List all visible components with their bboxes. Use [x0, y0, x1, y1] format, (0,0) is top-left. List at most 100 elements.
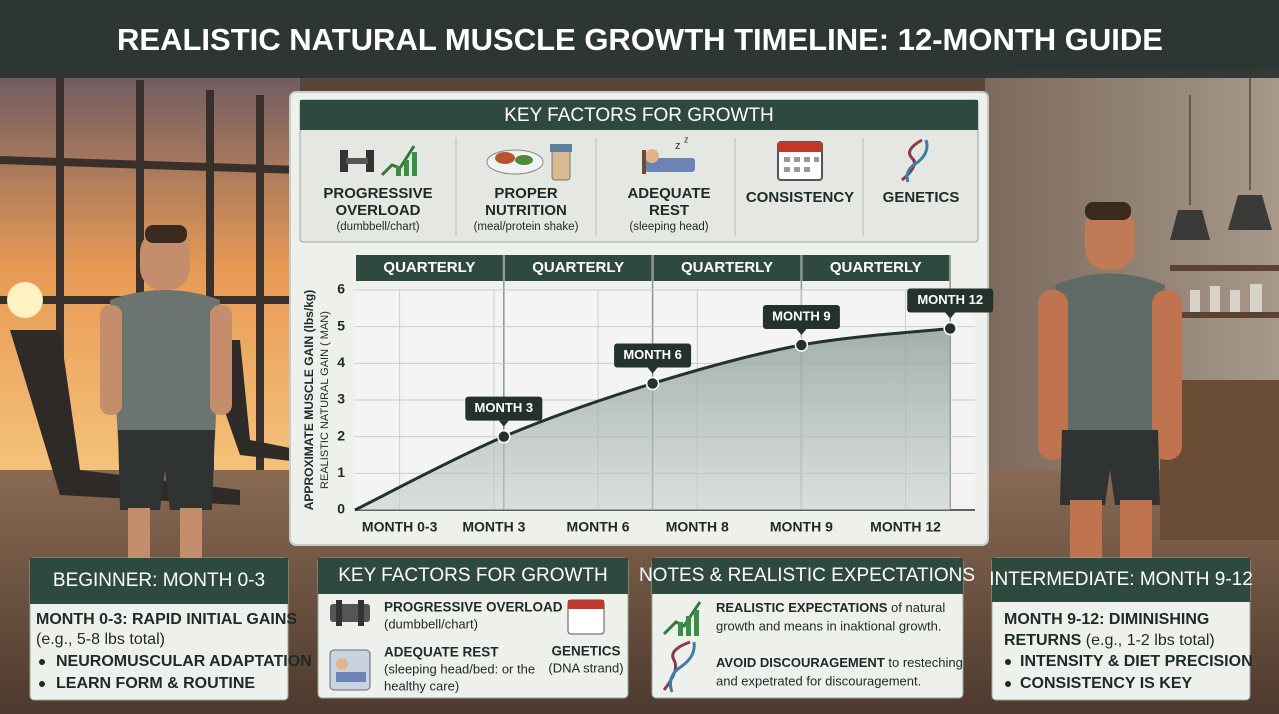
- y-axis-label: APPROXIMATE MUSCLE GAIN (lbs/kg): [302, 290, 316, 510]
- factor-note: (sleeping head/bed: or the: [384, 661, 535, 676]
- y-tick-label: 2: [337, 427, 345, 443]
- panel-beginner: [29, 557, 289, 701]
- annotation-pointer: [647, 367, 658, 374]
- point: [943, 321, 957, 336]
- panel-detail: (e.g., 5-8 lbs total): [36, 631, 165, 648]
- factor-name: ADEQUATE REST: [384, 645, 499, 660]
- bullet: [39, 681, 45, 687]
- bullet: [39, 659, 45, 665]
- point: [645, 376, 660, 391]
- panel-heading: MONTH 0-3: RAPID INITIAL GAINS: [36, 611, 297, 628]
- factor-note: (sleeping head): [629, 221, 708, 233]
- point: [794, 338, 809, 352]
- y-axis-label-2: REALISTIC NATURAL GAIN ( MAN): [319, 311, 331, 489]
- point: [497, 429, 511, 444]
- panel-heading: RETURNS (e.g., 1-2 lbs total): [1004, 632, 1215, 649]
- texts: REALISTIC NATURAL MUSCLE GROWTH TIMELINE…: [36, 22, 1253, 693]
- band-header: [653, 255, 801, 281]
- svg-text:z: z: [675, 140, 681, 152]
- icon-calendar: [777, 141, 823, 181]
- annotation-box: [907, 288, 994, 313]
- band-header: [356, 255, 503, 281]
- x-tick-label: MONTH 12: [870, 519, 941, 535]
- annotation-box: [762, 305, 840, 329]
- shelf: [1170, 265, 1279, 318]
- panel-heading-part: (e.g., 1-2 lbs total): [1081, 632, 1214, 649]
- y-tick-label: 5: [337, 317, 345, 333]
- factor-name: PROPER: [494, 185, 558, 202]
- band-label: QUARTERLY: [830, 259, 922, 276]
- note-line: growth and means in inaktional growth.: [716, 618, 941, 633]
- panel-bullet: NEUROMUSCULAR ADAPTATION: [56, 653, 312, 670]
- sun: [7, 282, 43, 318]
- title-bar: [0, 0, 1279, 78]
- key-factors-title: KEY FACTORS FOR GROWTH: [504, 105, 774, 126]
- panel-key-factors: [317, 557, 629, 699]
- factor-name: ADEQUATE: [627, 185, 710, 202]
- panel-title: NOTES & REALISTIC EXPECTATIONS: [639, 565, 975, 586]
- factor-note: (dumbbell/chart): [384, 616, 478, 631]
- panel-intermediate: [991, 557, 1251, 701]
- panel-title: BEGINNER: MONTH 0-3: [53, 570, 265, 591]
- note-line-part: REALISTIC EXPECTATIONS: [716, 600, 888, 615]
- y-tick-label: 4: [337, 354, 345, 370]
- panel-title: KEY FACTORS FOR GROWTH: [338, 565, 608, 586]
- key-factor-dividers: [455, 138, 864, 236]
- panel-heading-part: RETURNS: [1004, 632, 1082, 649]
- note-line: and expetrated for discouragement.: [716, 673, 921, 688]
- annotation-box: [465, 396, 543, 421]
- chart: QUARTERLY QUARTERLY QUARTERLY QUARTERLY 0 1 2 3…: [302, 255, 994, 535]
- right-figure: [1038, 202, 1182, 560]
- factor-name: OVERLOAD: [335, 202, 420, 219]
- band-header: [504, 255, 652, 281]
- key-factors-header: [300, 100, 978, 130]
- panel-bullet: INTENSITY & DIET PRECISION: [1020, 653, 1253, 670]
- note-line-part: AVOID DISCOURAGEMENT: [716, 655, 885, 670]
- note-line: AVOID DISCOURAGEMENT to resteching: [716, 655, 963, 670]
- annotation: MONTH 3: [475, 400, 534, 415]
- page-title: REALISTIC NATURAL MUSCLE GROWTH TIMELINE…: [117, 22, 1163, 57]
- icon-dumbbell-chart: [340, 145, 417, 177]
- note-line-part: of natural: [887, 600, 945, 615]
- y-tick-label: 0: [337, 501, 345, 517]
- annotation-box: [614, 343, 692, 368]
- note-line-part: to resteching: [885, 655, 963, 670]
- icon-meal: [486, 144, 572, 181]
- bullet: [1005, 659, 1011, 665]
- factor-name: CONSISTENCY: [746, 189, 854, 206]
- factor-name: PROGRESSIVE: [323, 185, 432, 202]
- factor-note: (DNA strand): [548, 660, 623, 675]
- panel-title: INTERMEDIATE: MONTH 9-12: [989, 569, 1253, 590]
- annotation-pointer: [945, 312, 956, 319]
- x-tick-label: MONTH 9: [770, 519, 833, 535]
- factor-name: PROGRESSIVE OVERLOAD: [384, 600, 563, 615]
- y-tick-label: 1: [337, 464, 345, 480]
- factor-name: NUTRITION: [485, 202, 567, 219]
- factor-name: GENETICS: [551, 644, 620, 659]
- note-line: REALISTIC EXPECTATIONS of natural: [716, 600, 945, 615]
- left-figure: [100, 225, 232, 598]
- factor-note: (meal/protein shake): [474, 221, 579, 233]
- band-label: QUARTERLY: [383, 259, 475, 276]
- x-tick-label: MONTH 6: [567, 519, 630, 535]
- panel-bullet: LEARN FORM & ROUTINE: [56, 675, 255, 692]
- factor-note: (dumbbell/chart): [336, 221, 419, 233]
- panel-notes: [651, 557, 964, 699]
- y-tick-label: 3: [337, 391, 345, 407]
- y-tick-label: 6: [337, 281, 345, 297]
- band-label: QUARTERLY: [681, 259, 773, 276]
- annotation: MONTH 12: [917, 292, 983, 307]
- x-tick-label: MONTH 3: [462, 519, 525, 535]
- icon-dna: [901, 138, 929, 183]
- annotation-pointer: [498, 420, 509, 427]
- x-tick-label: MONTH 8: [666, 519, 729, 535]
- band-header: [802, 255, 950, 281]
- factor-note: healthy care): [384, 678, 459, 693]
- annotation: MONTH 9: [772, 308, 831, 323]
- bullet: [1005, 681, 1011, 687]
- svg-text:z: z: [684, 134, 689, 144]
- factor-name: REST: [649, 202, 689, 219]
- panel-bullet: CONSISTENCY IS KEY: [1020, 675, 1193, 692]
